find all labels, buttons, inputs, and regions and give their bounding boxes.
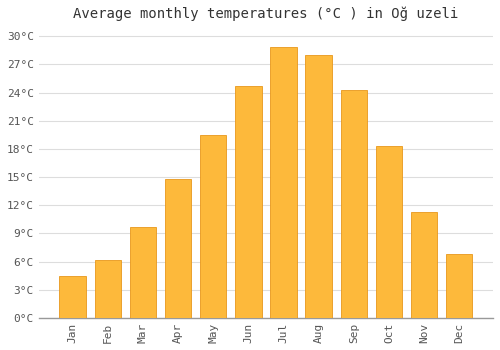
- Bar: [306, 55, 332, 318]
- Bar: [270, 48, 296, 318]
- Title: Average monthly temperatures (°C ) in Oğ uzeli: Average monthly temperatures (°C ) in Oğ…: [74, 7, 458, 21]
- Bar: [340, 90, 367, 318]
- Bar: [411, 212, 438, 318]
- Bar: [94, 260, 121, 318]
- Bar: [200, 135, 226, 318]
- Bar: [446, 254, 472, 318]
- Bar: [130, 227, 156, 318]
- Bar: [165, 179, 191, 318]
- Bar: [376, 146, 402, 318]
- Bar: [235, 86, 262, 318]
- Bar: [60, 276, 86, 318]
